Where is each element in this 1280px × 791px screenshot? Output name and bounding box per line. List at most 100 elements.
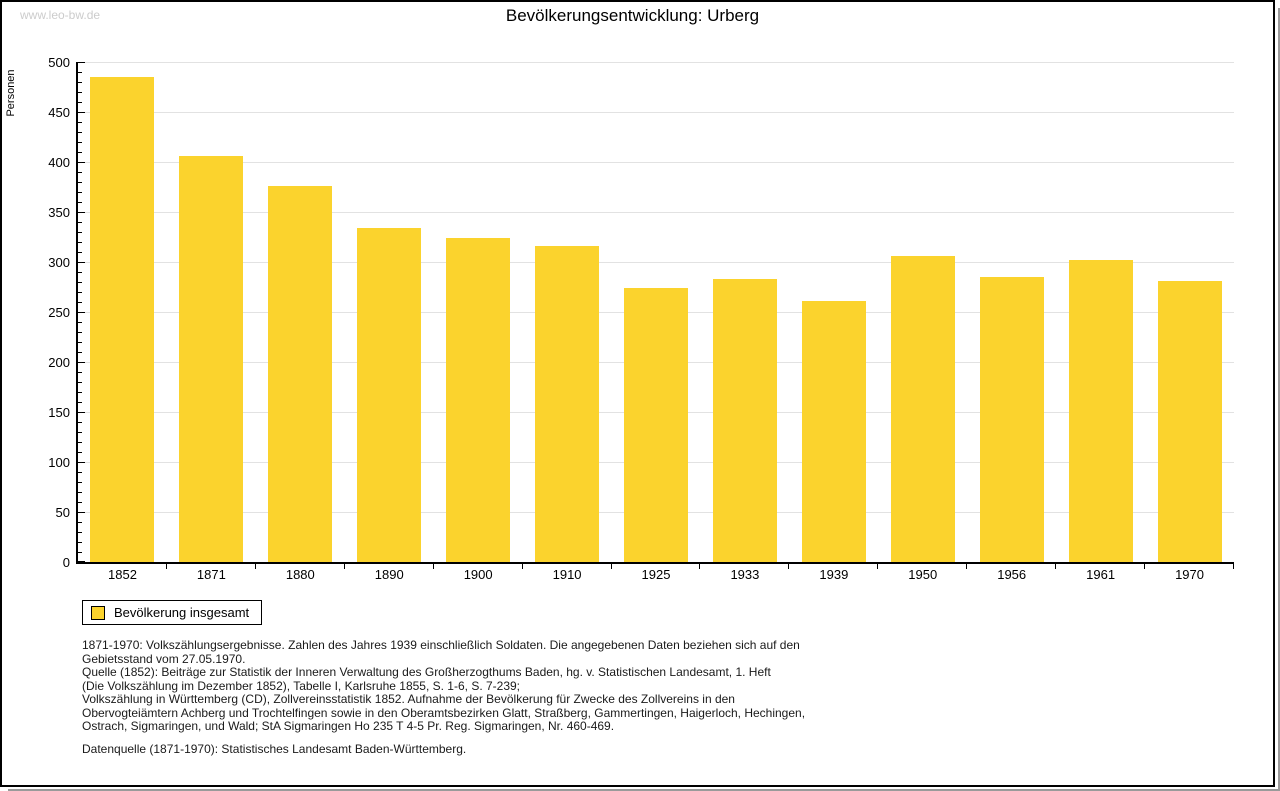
y-tick-minor bbox=[78, 342, 82, 343]
x-tick-label: 1880 bbox=[285, 567, 315, 582]
y-tick-minor bbox=[78, 232, 82, 233]
x-tick-label: 1925 bbox=[641, 567, 671, 582]
y-tick-minor bbox=[78, 322, 82, 323]
y-tick-minor bbox=[78, 492, 82, 493]
y-tick-minor bbox=[78, 122, 82, 123]
y-tick-minor bbox=[78, 382, 82, 383]
y-tick-minor bbox=[78, 482, 82, 483]
x-tick bbox=[521, 564, 523, 569]
y-tick-minor bbox=[78, 182, 82, 183]
x-tick-label: 1852 bbox=[108, 567, 137, 582]
x-tick bbox=[966, 564, 968, 569]
bar-1925 bbox=[624, 288, 688, 562]
y-tick-minor bbox=[78, 552, 82, 553]
bar-1939 bbox=[801, 301, 866, 562]
x-tick-label: 1950 bbox=[908, 567, 938, 582]
y-tick-label: 450 bbox=[48, 105, 70, 120]
bar-1871 bbox=[179, 156, 244, 562]
y-tick-label: 300 bbox=[48, 255, 70, 270]
y-tick-minor bbox=[78, 452, 82, 453]
y-tick-label: 400 bbox=[48, 155, 70, 170]
y-tick-label: 150 bbox=[48, 405, 70, 420]
x-tick bbox=[610, 564, 612, 569]
y-tick-minor bbox=[78, 82, 82, 83]
frame-shadow-right bbox=[1278, 8, 1280, 790]
y-tick-label: 350 bbox=[48, 205, 70, 220]
x-tick-label: 1900 bbox=[463, 567, 493, 582]
y-tick-minor bbox=[78, 442, 82, 443]
gridline bbox=[78, 62, 1234, 63]
x-tick bbox=[1233, 564, 1234, 569]
footnotes: 1871-1970: Volkszählungsergebnisse. Zahl… bbox=[82, 638, 805, 734]
bar-1890 bbox=[357, 228, 422, 562]
y-tick-minor bbox=[78, 472, 82, 473]
bar-1933 bbox=[712, 279, 777, 562]
x-tick bbox=[343, 564, 345, 569]
y-tick-label: 250 bbox=[48, 305, 70, 320]
bar-1956 bbox=[979, 277, 1044, 562]
y-tick-minor bbox=[78, 272, 82, 273]
y-tick-minor bbox=[78, 92, 82, 93]
y-tick-major bbox=[78, 462, 85, 463]
gridline bbox=[78, 262, 1234, 263]
y-tick-minor bbox=[78, 222, 82, 223]
y-tick-label: 50 bbox=[55, 505, 70, 520]
x-tick-label: 1933 bbox=[730, 567, 760, 582]
gridline bbox=[78, 162, 1234, 163]
y-tick-minor bbox=[78, 172, 82, 173]
data-source-line: Datenquelle (1871-1970): Statistisches L… bbox=[82, 742, 467, 756]
y-tick-minor bbox=[78, 402, 82, 403]
x-tick bbox=[254, 564, 256, 569]
y-tick-minor bbox=[78, 532, 82, 533]
y-tick-major bbox=[78, 512, 85, 513]
bar-1910 bbox=[535, 246, 600, 562]
x-tick-label: 1961 bbox=[1086, 567, 1116, 582]
y-tick-major bbox=[78, 212, 85, 213]
bar-1852 bbox=[90, 77, 155, 562]
y-tick-major bbox=[78, 162, 85, 163]
y-tick-minor bbox=[78, 392, 82, 393]
x-tick bbox=[877, 564, 879, 569]
plot-area bbox=[76, 62, 1234, 564]
y-tick-minor bbox=[78, 432, 82, 433]
legend-label: Bevölkerung insgesamt bbox=[114, 605, 250, 620]
x-tick-label: 1939 bbox=[819, 567, 849, 582]
y-axis-title: Personen bbox=[5, 69, 17, 117]
footnote-line: Gebietsstand vom 27.05.1970. bbox=[82, 651, 246, 666]
y-tick-minor bbox=[78, 372, 82, 373]
y-tick-major bbox=[78, 561, 85, 562]
x-tick-label: 1871 bbox=[196, 567, 226, 582]
watermark: www.leo-bw.de bbox=[20, 8, 101, 22]
legend: Bevölkerung insgesamt bbox=[82, 600, 263, 625]
y-tick-minor bbox=[78, 502, 82, 503]
y-tick-minor bbox=[78, 102, 82, 103]
x-tick bbox=[1055, 564, 1057, 569]
bar-1961 bbox=[1068, 260, 1133, 562]
footnote-line: Volkszählung in Württemberg (CD), Zollve… bbox=[82, 692, 735, 706]
y-tick-minor bbox=[78, 352, 82, 353]
y-tick-minor bbox=[78, 202, 82, 203]
x-tick bbox=[432, 564, 434, 569]
y-tick-major bbox=[78, 412, 85, 413]
y-tick-minor bbox=[78, 522, 82, 523]
y-tick-major bbox=[78, 362, 85, 363]
y-tick-minor bbox=[78, 132, 82, 133]
frame-shadow-bottom bbox=[8, 789, 1280, 791]
x-tick-label: 1956 bbox=[997, 567, 1027, 582]
bar-1880 bbox=[268, 186, 333, 562]
footnote-line: (Die Volkszählung im Dezember 1852), Tab… bbox=[82, 678, 521, 693]
footnote-line: 1871-1970: Volkszählungsergebnisse. Zahl… bbox=[82, 638, 800, 652]
gridline bbox=[78, 112, 1234, 113]
y-tick-major bbox=[78, 112, 85, 113]
y-tick-minor bbox=[78, 242, 82, 243]
footnote-line: Quelle (1852): Beiträge zur Statistik de… bbox=[82, 665, 771, 679]
x-tick bbox=[788, 564, 790, 569]
x-tick bbox=[165, 564, 167, 569]
x-tick-label: 1970 bbox=[1175, 567, 1204, 582]
footnote-line: Ostrach, Sigmaringen, und Wald; StA Sigm… bbox=[82, 719, 615, 733]
y-tick-major bbox=[78, 62, 85, 63]
y-tick-minor bbox=[78, 252, 82, 253]
y-tick-minor bbox=[78, 422, 82, 423]
y-tick-minor bbox=[78, 302, 82, 303]
